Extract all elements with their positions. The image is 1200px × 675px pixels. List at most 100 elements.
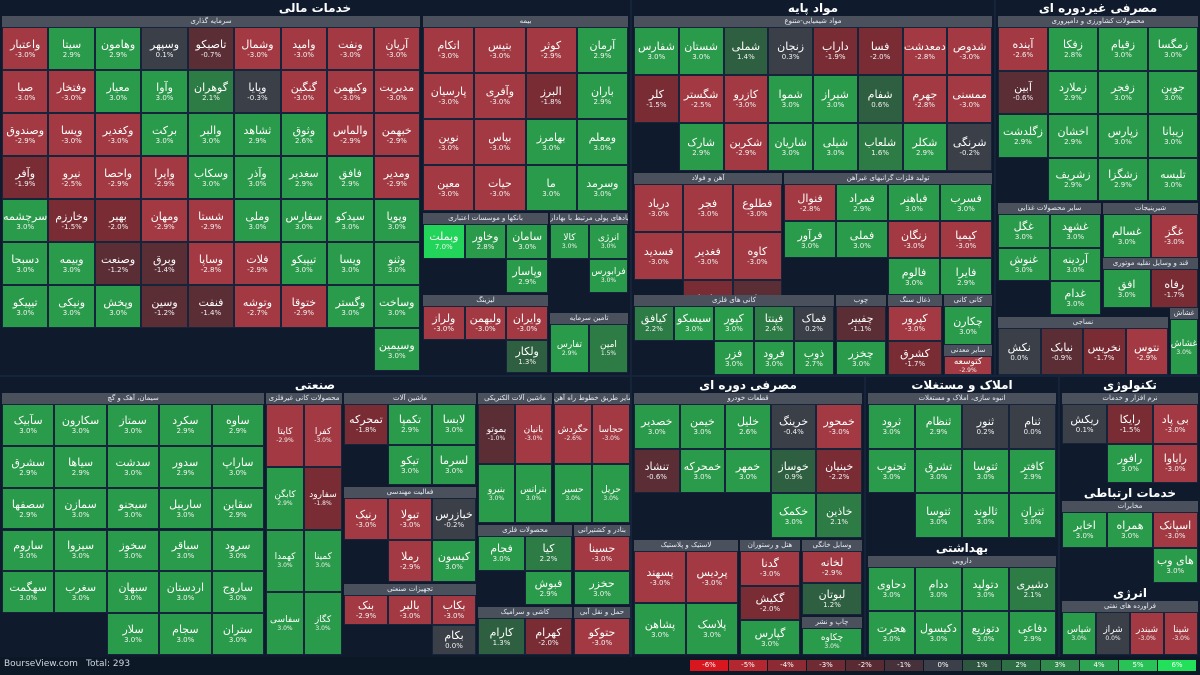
stock-tile[interactable]: سکرد 2.9% xyxy=(159,404,212,446)
stock-tile[interactable]: آینده -2.6% xyxy=(998,27,1048,71)
stock-tile[interactable]: گدنا -3.0% xyxy=(740,551,800,586)
stock-tile[interactable]: ثتوسا 3.0% xyxy=(962,448,1009,494)
stock-tile[interactable]: حیات -3.0% xyxy=(474,165,526,211)
stock-tile[interactable]: غگل 3.0% xyxy=(998,214,1050,248)
stock-tile[interactable]: سباقر 3.0% xyxy=(159,529,212,572)
stock-tile[interactable]: اسپانک -3.0% xyxy=(1152,512,1198,548)
stock-tile[interactable]: اخابر 3.0% xyxy=(1062,512,1108,548)
stock-tile[interactable]: بتیس -3.0% xyxy=(474,27,526,73)
stock-tile[interactable]: رفاه -1.7% xyxy=(1150,269,1198,308)
stock-tile[interactable]: آرمان 2.9% xyxy=(576,27,628,73)
stock-tile[interactable]: دسبحا 3.0% xyxy=(2,242,49,285)
stock-tile[interactable]: چخزر 3.0% xyxy=(836,340,886,375)
stock-tile[interactable]: ثجنوب 3.0% xyxy=(868,448,915,494)
stock-tile[interactable]: کیمیا -3.0% xyxy=(940,221,992,258)
stock-tile[interactable]: شستان 3.0% xyxy=(678,27,724,75)
stock-tile[interactable]: شراز 0.0% xyxy=(1096,612,1130,655)
stock-tile[interactable]: گکیش -2.0% xyxy=(740,585,800,621)
stock-tile[interactable]: لخانه -2.9% xyxy=(802,551,862,583)
stock-tile[interactable]: خکمک 3.0% xyxy=(770,493,817,538)
stock-tile[interactable]: نوین -3.0% xyxy=(423,119,475,165)
stock-tile[interactable]: رافور 3.0% xyxy=(1107,443,1153,483)
stock-tile[interactable]: ثنور 0.2% xyxy=(962,404,1009,449)
stock-tile[interactable]: تفارس 2.9% xyxy=(550,324,589,373)
stock-tile[interactable]: فرود 3.0% xyxy=(754,340,794,375)
stock-tile[interactable]: ساوه 2.9% xyxy=(211,404,264,446)
stock-tile[interactable]: تیپیکو 3.0% xyxy=(2,285,49,328)
stock-tile[interactable]: کلر -1.5% xyxy=(634,75,679,123)
stock-tile[interactable]: چفیبر -1.1% xyxy=(836,306,886,341)
stock-tile[interactable]: وسکاب 3.0% xyxy=(187,156,235,199)
stock-tile[interactable]: آردینه 3.0% xyxy=(1049,247,1101,282)
stock-tile[interactable]: وایرا -2.9% xyxy=(141,156,188,199)
stock-tile[interactable]: زگلدشت 2.9% xyxy=(998,114,1048,158)
stock-tile[interactable]: کپور 3.0% xyxy=(714,306,754,341)
stock-tile[interactable]: سلار 3.0% xyxy=(106,613,160,655)
stock-tile[interactable]: معین -3.0% xyxy=(423,165,475,211)
stock-tile[interactable]: کاوه -3.0% xyxy=(732,232,782,280)
stock-tile[interactable]: شفام 0.6% xyxy=(857,75,903,123)
stock-tile[interactable]: وساخت 3.0% xyxy=(373,285,420,328)
stock-tile[interactable]: کیافق 2.2% xyxy=(634,306,674,341)
stock-tile[interactable]: وآوا 3.0% xyxy=(141,70,188,113)
stock-tile[interactable]: شدوص -3.0% xyxy=(947,27,992,75)
stock-tile[interactable]: بکاب -3.0% xyxy=(432,595,476,625)
stock-tile[interactable]: دفاعی 2.9% xyxy=(1009,611,1056,655)
stock-tile[interactable]: غشهد 3.0% xyxy=(1049,214,1101,248)
stock-tile[interactable]: سبهان 3.0% xyxy=(106,571,160,614)
stock-tile[interactable]: سشرق 2.9% xyxy=(2,445,55,488)
stock-tile[interactable]: سفارود -1.8% xyxy=(304,466,342,530)
stock-tile[interactable]: ختوقا -2.9% xyxy=(280,285,328,328)
stock-tile[interactable]: بکام 0.0% xyxy=(432,625,476,655)
stock-tile[interactable]: پسهند -3.0% xyxy=(634,551,686,603)
stock-tile[interactable]: امین 1.5% xyxy=(589,324,628,373)
stock-tile[interactable]: سکارون 3.0% xyxy=(54,404,107,446)
stock-tile[interactable]: وپویا 3.0% xyxy=(373,199,420,242)
stock-tile[interactable]: ثتران 3.0% xyxy=(1009,493,1056,538)
stock-tile[interactable]: فسدید -3.0% xyxy=(634,232,684,280)
stock-tile[interactable]: وشمال -3.0% xyxy=(234,27,281,70)
stock-tile[interactable]: ساروج 3.0% xyxy=(211,571,264,614)
stock-tile[interactable]: کایتا -2.9% xyxy=(266,404,304,467)
stock-tile[interactable]: وبیمه 3.0% xyxy=(48,242,95,285)
stock-tile[interactable]: خلیل 2.6% xyxy=(725,404,771,449)
stock-tile[interactable]: وثوق 2.6% xyxy=(280,113,328,156)
stock-tile[interactable]: سرود 3.0% xyxy=(211,529,264,572)
stock-tile[interactable]: تیکو 3.0% xyxy=(388,444,432,485)
stock-tile[interactable]: زفجر 3.0% xyxy=(1098,70,1148,114)
stock-tile[interactable]: رنیک -3.0% xyxy=(344,498,388,540)
stock-tile[interactable]: جهرم -2.8% xyxy=(902,75,948,123)
stock-tile[interactable]: شارک 2.9% xyxy=(678,123,724,171)
stock-tile[interactable]: وفتخار -3.0% xyxy=(48,70,95,113)
stock-tile[interactable]: سخوز 3.0% xyxy=(106,529,160,572)
stock-tile[interactable]: وهامون 2.9% xyxy=(94,27,142,70)
stock-tile[interactable]: شفارس 3.0% xyxy=(634,27,679,75)
stock-tile[interactable]: حخزر 3.0% xyxy=(574,570,630,605)
stock-tile[interactable]: سرچشمه 3.0% xyxy=(2,199,49,242)
stock-tile[interactable]: وثنو 3.0% xyxy=(373,242,420,285)
stock-tile[interactable]: سمازن 3.0% xyxy=(54,487,107,530)
stock-tile[interactable]: حتوکو -3.0% xyxy=(574,618,630,655)
stock-tile[interactable]: وسپهر 0.1% xyxy=(141,27,188,70)
stock-tile[interactable]: هجرت 3.0% xyxy=(868,611,915,655)
stock-tile[interactable]: بنیرو 3.0% xyxy=(478,463,515,523)
stock-tile[interactable]: زنجان 0.3% xyxy=(768,27,813,75)
stock-tile[interactable]: اخشان 2.9% xyxy=(1048,114,1098,158)
stock-tile[interactable]: تلیسه 3.0% xyxy=(1148,157,1198,201)
stock-tile[interactable]: وسین -1.2% xyxy=(141,285,188,328)
stock-tile[interactable]: وتوشه -2.7% xyxy=(234,285,281,328)
stock-tile[interactable]: دمعدشت -2.8% xyxy=(902,27,948,75)
stock-tile[interactable]: زفکا 2.8% xyxy=(1048,27,1098,71)
stock-tile[interactable]: فطلوع -3.0% xyxy=(732,184,782,232)
stock-tile[interactable]: شیلی 3.0% xyxy=(813,123,858,171)
stock-tile[interactable]: شبندر -3.0% xyxy=(1130,612,1164,655)
stock-tile[interactable]: آبین -0.6% xyxy=(998,70,1048,114)
stock-tile[interactable]: کشرق -1.7% xyxy=(888,340,942,375)
stock-tile[interactable]: انرژی 3.0% xyxy=(589,224,628,259)
stock-tile[interactable]: فغدیر -3.0% xyxy=(683,232,733,280)
stock-tile[interactable]: کابگن 2.9% xyxy=(266,466,304,530)
stock-tile[interactable]: اردستان 3.0% xyxy=(159,571,212,614)
stock-tile[interactable]: خبازرس -0.2% xyxy=(432,498,476,540)
stock-tile[interactable]: فباهنر 3.0% xyxy=(888,184,940,221)
stock-tile[interactable]: سیتا 2.9% xyxy=(48,27,95,70)
